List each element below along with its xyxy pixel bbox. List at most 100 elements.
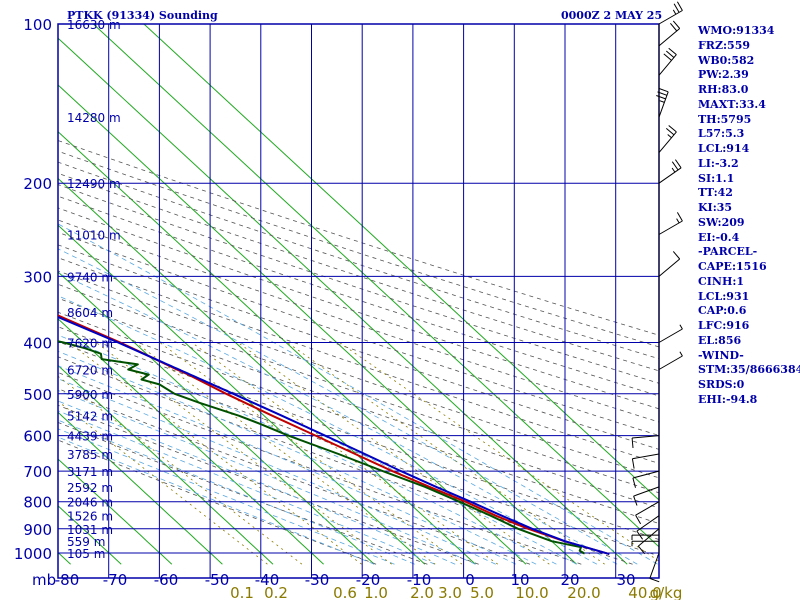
mixing-ratio-label: 2.0 bbox=[410, 584, 434, 600]
mixing-ratio-line bbox=[58, 375, 303, 565]
wind-barb-staff bbox=[633, 486, 660, 497]
dry-adiabat-line bbox=[58, 326, 659, 540]
wind-barb-feather bbox=[671, 167, 676, 173]
height-label: 3171 m bbox=[67, 465, 113, 479]
wind-barb-staff bbox=[635, 501, 660, 516]
mixing-ratio-line bbox=[159, 342, 463, 565]
wind-barb bbox=[635, 501, 660, 525]
temperature-tick-label: 30 bbox=[616, 571, 635, 589]
stability-index: -WIND- bbox=[698, 348, 744, 362]
mixing-ratio-label: 3.0 bbox=[438, 584, 462, 600]
wind-barb-staff bbox=[658, 355, 683, 370]
wind-barb-staff bbox=[658, 28, 681, 47]
mixing-ratio-label: 1.0 bbox=[364, 584, 388, 600]
wind-barb-staff bbox=[658, 131, 677, 153]
mixing-ratio-label: 40.0 bbox=[628, 584, 661, 600]
sounding-title: PTKK (91334) Sounding bbox=[67, 9, 218, 22]
temperature-tick-label: -50 bbox=[205, 571, 230, 589]
height-label: 7620 m bbox=[67, 337, 113, 351]
isotherm-line bbox=[58, 364, 274, 565]
stability-index: MAXT:33.4 bbox=[698, 97, 766, 111]
temperature-tick-label: -80 bbox=[55, 571, 80, 589]
plot-frame bbox=[57, 23, 660, 579]
isotherm-line bbox=[58, 505, 122, 565]
stability-index: CAP:0.6 bbox=[698, 304, 747, 318]
wind-barb-feather bbox=[674, 159, 682, 169]
height-label: 105 m bbox=[67, 547, 105, 561]
stability-index: SW:209 bbox=[698, 215, 745, 229]
wind-barb bbox=[631, 540, 659, 547]
wind-barb bbox=[658, 324, 683, 343]
wind-barb-feather bbox=[667, 134, 672, 139]
pressure-tick-label: 700 bbox=[23, 463, 52, 481]
height-label: 5142 m bbox=[67, 410, 113, 424]
wind-barb bbox=[658, 351, 683, 370]
stability-index: LI:-3.2 bbox=[698, 156, 739, 170]
wind-barb-staff bbox=[658, 167, 682, 184]
stability-index: LCL:931 bbox=[698, 289, 750, 303]
dewpoint-trace bbox=[58, 340, 585, 555]
wind-barb-feather bbox=[649, 577, 660, 583]
wind-barb-feather bbox=[633, 495, 638, 506]
wind-barb bbox=[649, 552, 660, 583]
dry-adiabat-line bbox=[58, 207, 659, 410]
dry-adiabat-line bbox=[58, 195, 659, 397]
isotherm-line bbox=[58, 411, 223, 565]
temperature-tick-label: 20 bbox=[560, 571, 579, 589]
height-label: 14280 m bbox=[67, 111, 121, 125]
wind-barb-feather bbox=[635, 514, 642, 525]
wind-barb-staff bbox=[637, 528, 660, 547]
mixing-ratio-line bbox=[191, 342, 499, 565]
mixing-ratio-label: 10.0 bbox=[515, 584, 548, 600]
dry-adiabat-line bbox=[58, 231, 659, 436]
dry-adiabat-line bbox=[58, 421, 428, 565]
wind-barb-staff bbox=[632, 470, 660, 479]
stability-index: CAPE:1516 bbox=[698, 260, 767, 273]
wind-barb-staff bbox=[632, 435, 660, 439]
isotherm-line bbox=[58, 271, 375, 565]
stability-index: STM:35/8666384 bbox=[698, 363, 800, 377]
wind-barb-feather bbox=[676, 1, 683, 11]
stability-index: EI:-0.4 bbox=[698, 230, 740, 244]
stability-index: -PARCEL- bbox=[698, 245, 758, 259]
pressure-tick-label: 400 bbox=[23, 335, 52, 353]
wind-barb-feather bbox=[671, 161, 679, 171]
stability-index: TT:42 bbox=[698, 186, 733, 200]
pressure-tick-label: 500 bbox=[23, 386, 52, 404]
height-label: 5900 m bbox=[67, 388, 113, 402]
wind-barb bbox=[658, 47, 677, 76]
wind-barb-feather bbox=[658, 87, 669, 93]
stability-index: WB0:582 bbox=[698, 53, 755, 67]
wind-barb-feather bbox=[637, 545, 646, 555]
grid-lines bbox=[57, 23, 660, 579]
temperature-tick-label: -60 bbox=[154, 571, 179, 589]
sounding-time: 0000Z 2 MAY 25 bbox=[561, 9, 663, 22]
moist-adiabat-line bbox=[58, 248, 638, 565]
wind-barb-feather bbox=[659, 100, 665, 103]
wind-barb bbox=[633, 486, 660, 506]
wind-barb bbox=[636, 515, 660, 540]
wind-barb bbox=[656, 87, 669, 118]
wind-barb-feather bbox=[668, 47, 677, 55]
temperature-tick-label: 10 bbox=[510, 571, 529, 589]
isotherm-line bbox=[58, 224, 426, 565]
height-label: 8604 m bbox=[67, 306, 113, 320]
wind-barb bbox=[658, 1, 683, 25]
mixing-ratio-label: 20.0 bbox=[567, 584, 600, 600]
height-label: 2046 m bbox=[67, 496, 113, 510]
wind-barb-feather bbox=[679, 324, 683, 330]
moist-adiabat-line bbox=[58, 436, 375, 565]
temperature-trace bbox=[58, 314, 610, 556]
wind-barb-staff bbox=[658, 10, 683, 25]
stability-index: RH:83.0 bbox=[698, 83, 749, 96]
pressure-tick-label: 1000 bbox=[14, 545, 52, 563]
stability-index: TH:5795 bbox=[698, 112, 752, 126]
moist-adiabat-line bbox=[58, 419, 415, 565]
wind-barb-feather bbox=[676, 212, 683, 222]
moist-adiabat-line bbox=[58, 389, 476, 565]
moist-adiabat-line bbox=[58, 410, 436, 565]
temperature-tick-label: -70 bbox=[103, 571, 128, 589]
temperature-tick-label: -30 bbox=[305, 571, 330, 589]
mixing-ratio-line bbox=[58, 400, 268, 565]
